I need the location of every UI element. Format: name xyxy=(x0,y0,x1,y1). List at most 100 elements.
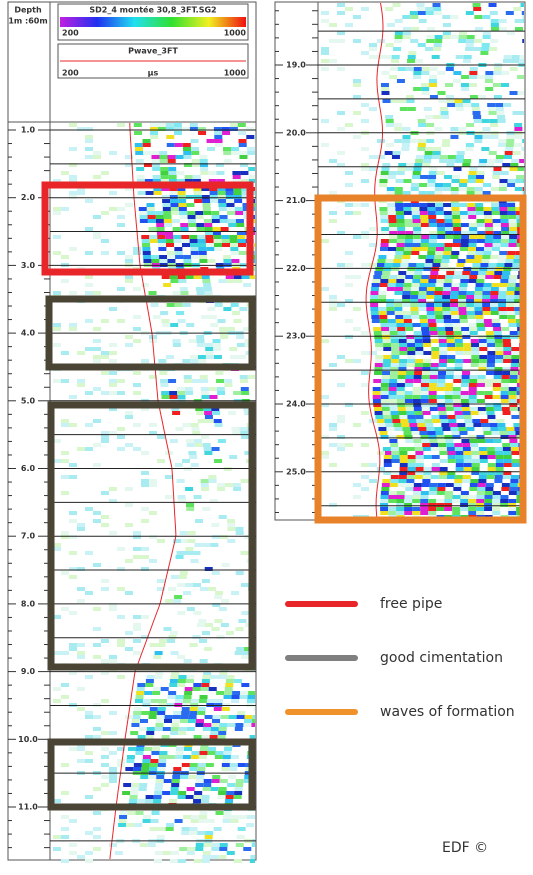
vdl-cell xyxy=(136,167,144,171)
vdl-cell xyxy=(419,207,427,211)
vdl-cell xyxy=(377,139,385,143)
vdl-cell xyxy=(433,259,441,263)
vdl-cell xyxy=(485,239,493,243)
vdl-cell xyxy=(453,71,461,75)
vdl-cell xyxy=(378,255,386,259)
vdl-cell xyxy=(492,511,500,515)
vdl-cell xyxy=(430,331,438,335)
vdl-cell xyxy=(126,759,134,763)
vdl-cell xyxy=(235,211,243,215)
vdl-cell xyxy=(413,391,421,395)
vdl-cell xyxy=(101,783,109,787)
vdl-cell xyxy=(378,291,386,295)
vdl-cell xyxy=(479,347,487,351)
vdl-cell xyxy=(202,543,210,547)
vdl-cell xyxy=(243,723,251,727)
vdl-cell xyxy=(204,447,212,451)
vdl-cell xyxy=(456,467,464,471)
vdl-cell xyxy=(469,239,477,243)
vdl-cell xyxy=(415,59,423,63)
vdl-cell xyxy=(184,375,192,379)
vdl-cell xyxy=(197,235,205,239)
vdl-cell xyxy=(180,287,188,291)
vdl-cell xyxy=(455,451,463,455)
vdl-cell xyxy=(197,343,205,347)
vdl-cell xyxy=(405,167,413,171)
vdl-cell xyxy=(93,827,101,831)
vdl-cell xyxy=(141,555,149,559)
vdl-cell xyxy=(227,327,235,331)
vdl-cell xyxy=(216,171,224,175)
vdl-cell xyxy=(321,451,329,455)
vdl-cell xyxy=(517,91,524,95)
vdl-cell xyxy=(435,35,443,39)
vdl-cell xyxy=(450,427,458,431)
vdl-cell xyxy=(400,463,408,467)
vdl-cell xyxy=(238,131,246,135)
vdl-cell xyxy=(508,319,516,323)
vdl-cell xyxy=(117,435,125,439)
vdl-cell xyxy=(101,319,109,323)
vdl-cell xyxy=(387,207,395,211)
vdl-cell xyxy=(146,191,154,195)
vdl-cell xyxy=(154,859,162,863)
vdl-cell xyxy=(395,203,403,207)
vdl-cell xyxy=(229,715,237,719)
vdl-cell xyxy=(415,351,423,355)
vdl-cell xyxy=(459,287,467,291)
vdl-cell xyxy=(405,439,413,443)
vdl-cell xyxy=(445,399,453,403)
vdl-cell xyxy=(128,811,136,815)
vdl-cell xyxy=(389,395,397,399)
vdl-cell xyxy=(482,255,490,259)
vdl-cell xyxy=(243,847,251,851)
vdl-cell xyxy=(521,147,524,151)
vdl-cell xyxy=(484,283,492,287)
vdl-cell xyxy=(456,155,464,159)
vdl-cell xyxy=(254,707,255,711)
vdl-cell xyxy=(496,463,504,467)
vdl-cell xyxy=(77,747,85,751)
scale-label: 1m :60m xyxy=(8,17,47,26)
vdl-cell xyxy=(468,215,476,219)
vdl-cell xyxy=(436,507,444,511)
vdl-cell xyxy=(143,699,151,703)
vdl-cell xyxy=(218,319,226,323)
vdl-cell xyxy=(437,487,445,491)
vdl-cell xyxy=(395,19,403,23)
vdl-cell xyxy=(394,39,402,43)
vdl-cell xyxy=(175,155,183,159)
vdl-cell xyxy=(353,495,361,499)
vdl-cell xyxy=(382,371,390,375)
vdl-cell xyxy=(391,451,399,455)
vdl-cell xyxy=(238,763,246,767)
vdl-cell xyxy=(432,155,440,159)
vdl-cell xyxy=(488,419,496,423)
depth-value: 3.0 xyxy=(21,261,36,270)
vdl-cell xyxy=(382,407,390,411)
vdl-cell xyxy=(173,339,181,343)
vdl-cell xyxy=(462,407,470,411)
vdl-cell xyxy=(429,379,437,383)
vdl-cell xyxy=(337,111,345,115)
vdl-cell xyxy=(439,339,447,343)
vdl-cell xyxy=(329,159,337,163)
vdl-cell xyxy=(421,491,429,495)
vdl-cell xyxy=(166,827,174,831)
vdl-cell xyxy=(400,455,408,459)
vdl-cell xyxy=(221,715,229,719)
vdl-cell xyxy=(136,691,144,695)
vdl-cell xyxy=(61,571,69,575)
vdl-cell xyxy=(168,691,176,695)
vdl-cell xyxy=(444,211,452,215)
vdl-cell xyxy=(402,291,410,295)
vdl-cell xyxy=(109,659,117,663)
vdl-cell xyxy=(482,119,490,123)
vdl-cell xyxy=(448,459,456,463)
depth-value: 21.0 xyxy=(286,196,306,205)
vdl-cell xyxy=(506,11,514,15)
vdl-cell xyxy=(381,379,389,383)
vdl-cell xyxy=(410,11,418,15)
vdl-cell xyxy=(491,203,499,207)
vdl-cell xyxy=(214,135,222,139)
